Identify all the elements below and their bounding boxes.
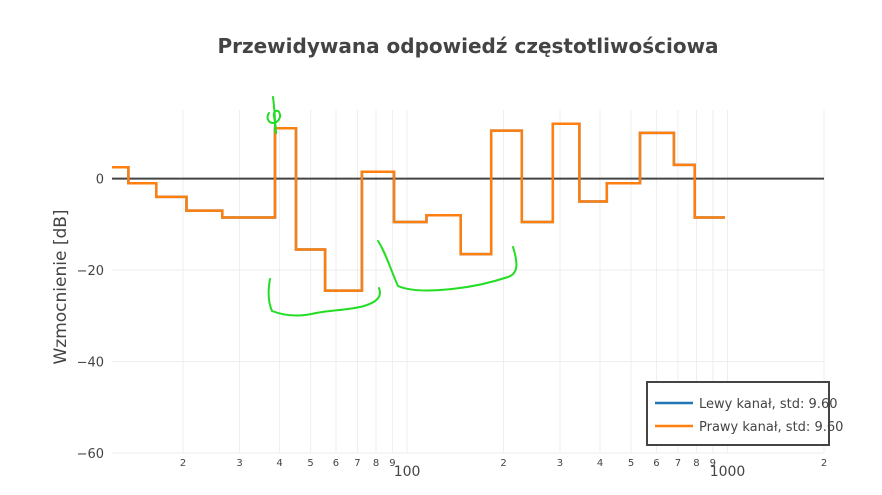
y-tick-label: 0 bbox=[96, 173, 104, 188]
legend-label: Prawy kanał, std: 9.60 bbox=[699, 420, 843, 435]
y-tick-label: −20 bbox=[77, 264, 104, 279]
x-tick-label: 2 bbox=[500, 458, 506, 469]
y-tick-label: −40 bbox=[77, 356, 104, 371]
y-tick-labels: 0 −20 −40 −60 bbox=[77, 173, 104, 462]
y-tick-label: −60 bbox=[77, 447, 104, 462]
x-tick-label: 7 bbox=[675, 458, 681, 469]
x-tick-label: 2 bbox=[180, 458, 186, 469]
x-tick-label: 6 bbox=[653, 458, 659, 469]
x-tick-label: 8 bbox=[373, 458, 379, 469]
x-tick-label-major: 1000 bbox=[710, 464, 746, 480]
x-tick-label: 7 bbox=[354, 458, 360, 469]
legend: Lewy kanał, std: 9.60 Prawy kanał, std: 9… bbox=[646, 381, 843, 446]
handwritten-bracket-2 bbox=[377, 240, 518, 292]
legend-label: Lewy kanał, std: 9.60 bbox=[699, 397, 837, 412]
x-tick-label: 4 bbox=[276, 458, 282, 469]
x-tick-label: 5 bbox=[307, 458, 313, 469]
y-gridlines bbox=[112, 177, 824, 454]
handwritten-annotations bbox=[266, 96, 518, 317]
chart-title: Przewidywana odpowiedź częstotliwościowa bbox=[217, 34, 718, 58]
x-tick-label: 8 bbox=[693, 458, 699, 469]
x-tick-label-major: 100 bbox=[394, 464, 421, 480]
series-layer bbox=[112, 122, 725, 292]
x-tick-label: 2 bbox=[821, 458, 827, 469]
x-tick-label: 5 bbox=[628, 458, 634, 469]
legend-box bbox=[646, 381, 830, 446]
handwritten-arrow-head bbox=[266, 109, 282, 134]
x-tick-label: 9 bbox=[389, 458, 395, 469]
handwritten-bracket-1 bbox=[267, 278, 381, 317]
x-tick-label: 9 bbox=[710, 458, 716, 469]
x-tick-label: 4 bbox=[597, 458, 603, 469]
y-axis-label: Wzmocnienie [dB] bbox=[51, 209, 71, 364]
x-tick-label: 3 bbox=[236, 458, 242, 469]
x-tick-label: 3 bbox=[557, 458, 563, 469]
series-line-right-channel bbox=[112, 122, 725, 292]
x-tick-label: 6 bbox=[333, 458, 339, 469]
